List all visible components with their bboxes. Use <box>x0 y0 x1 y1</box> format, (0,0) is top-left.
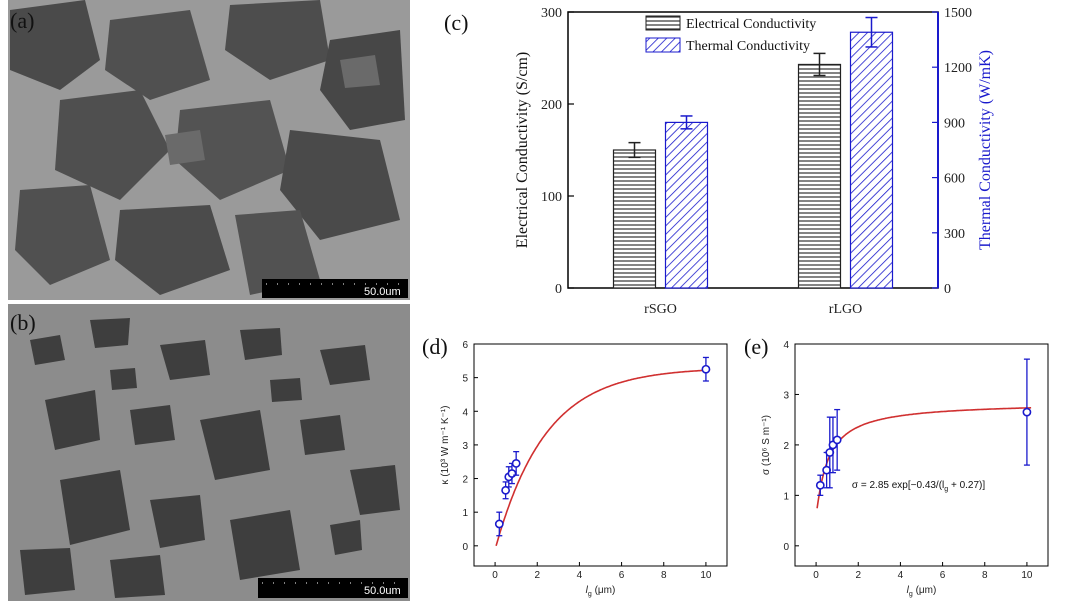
y-tick-label: 0 <box>462 542 468 553</box>
y-axis-title-left: Electrical Conductivity (S/cm) <box>514 52 531 248</box>
y-right-tick-label: 0 <box>944 282 951 297</box>
x-tick-label: 0 <box>492 570 498 581</box>
x-tick-label: 10 <box>1021 570 1033 581</box>
panel-label-e: (e) <box>744 334 768 359</box>
plot-frame <box>794 343 1049 567</box>
y-axis-title: κ (10³ W m⁻¹ K⁻¹) <box>440 406 451 485</box>
y-tick-label: 1 <box>783 491 789 502</box>
y-tick-label: 6 <box>462 340 468 351</box>
y-tick-label: 2 <box>462 475 468 486</box>
y-tick-label: 1 <box>462 508 468 519</box>
x-tick-label: 4 <box>577 570 583 581</box>
y-tick-label: 2 <box>783 441 789 452</box>
x-tick-label: 0 <box>813 570 819 581</box>
y-tick-label: 5 <box>462 374 468 385</box>
legend-swatch <box>645 37 681 53</box>
bar <box>612 149 657 289</box>
x-tick-label: 6 <box>940 570 946 581</box>
panel-label-d: (d) <box>422 334 448 359</box>
y-tick-label: 4 <box>783 340 789 351</box>
panel-label-c: (c) <box>444 10 468 35</box>
fit-curve <box>816 407 1032 509</box>
y-right-tick-label: 1500 <box>944 6 972 21</box>
y-tick-label: 3 <box>462 441 468 452</box>
x-tick-label: 8 <box>661 570 667 581</box>
y-tick-label: 200 <box>541 98 562 113</box>
y-axis-title: σ (10⁶ S m⁻¹) <box>761 415 772 475</box>
x-tick-label: 6 <box>619 570 625 581</box>
data-point <box>815 480 825 490</box>
y-right-tick-label: 900 <box>944 116 965 131</box>
x-tick-label: 4 <box>898 570 904 581</box>
data-point <box>511 459 521 468</box>
y-axis-title-right: Thermal Conductivity (W/mK) <box>977 50 994 250</box>
x-tick-label: 2 <box>855 570 861 581</box>
data-point <box>832 435 842 445</box>
y-right-tick-label: 600 <box>944 172 965 187</box>
y-tick-label: 3 <box>783 390 789 401</box>
plot-frame <box>473 343 728 567</box>
scale-bar-label-a: 50.0um <box>364 286 401 298</box>
fit-equation: σ = 2.85 exp[−0.43/(lg + 0.27)] <box>852 480 985 493</box>
legend-swatch <box>645 15 681 31</box>
data-point <box>507 469 517 478</box>
bar <box>797 63 842 289</box>
scale-bar-label-b: 50.0um <box>364 585 401 597</box>
legend-label: Electrical Conductivity <box>686 17 816 32</box>
y-tick-label: 0 <box>555 282 562 297</box>
x-tick-label: 2 <box>534 570 540 581</box>
data-point <box>701 364 711 374</box>
x-tick-label: rLGO <box>829 302 862 317</box>
bar <box>664 121 709 289</box>
y-tick-label: 100 <box>541 190 562 205</box>
chart-c: 0 100 200 300 0 300 600 900 1200 1500 rSGO rLGO Elec… <box>514 6 994 317</box>
x-tick-label: 10 <box>700 570 712 581</box>
x-tick-label: 8 <box>982 570 988 581</box>
y-right-tick-label: 1200 <box>944 61 972 76</box>
x-axis-title: lg (μm) <box>907 585 937 598</box>
micrograph-a: 50.0um <box>8 0 410 300</box>
x-axis-title: lg (μm) <box>586 585 616 598</box>
panel-label-b: (b) <box>10 310 36 335</box>
y-tick-label: 300 <box>541 6 562 21</box>
y-tick-label: 4 <box>462 407 468 418</box>
data-point <box>501 485 511 495</box>
y-tick-label: 0 <box>783 542 789 553</box>
y-right-tick-label: 300 <box>944 227 965 242</box>
fit-curve <box>495 369 711 547</box>
bar <box>849 31 894 289</box>
data-point <box>1022 407 1032 417</box>
legend-label: Thermal Conductivity <box>686 39 810 54</box>
x-tick-label: rSGO <box>644 302 677 317</box>
micrograph-b: 50.0um <box>8 304 410 601</box>
data-point <box>494 519 504 529</box>
panel-label-a: (a) <box>10 8 34 33</box>
